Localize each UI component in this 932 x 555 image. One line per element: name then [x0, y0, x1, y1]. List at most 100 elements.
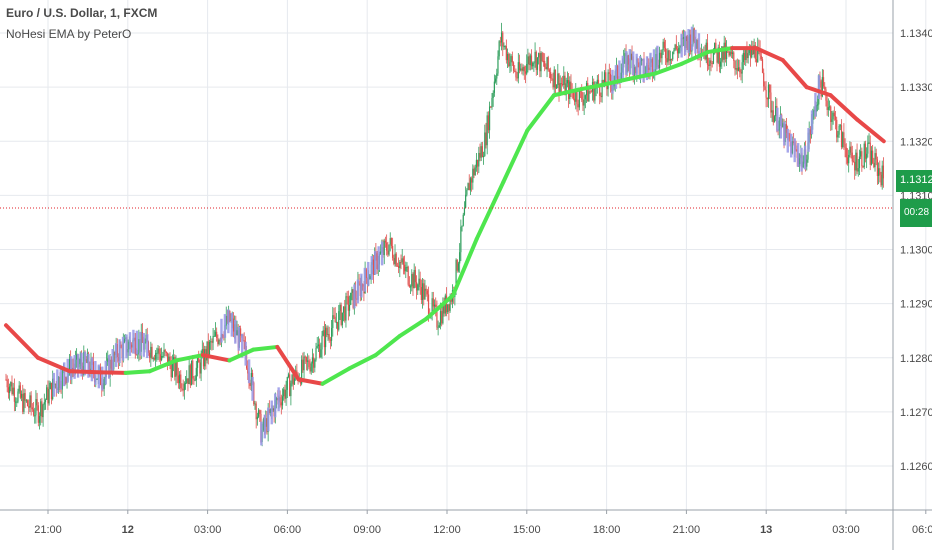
ema-segment: [123, 369, 152, 375]
neutral-bar: [796, 143, 800, 167]
candle-body: [310, 363, 312, 372]
candle-body: [833, 112, 835, 117]
candle-body: [557, 73, 559, 85]
candle-body: [380, 251, 382, 254]
candle-body: [856, 152, 858, 172]
time-tick-label: 03:00: [194, 524, 222, 536]
candle-body: [165, 351, 167, 353]
price-tick-label: 1.13200: [900, 136, 932, 148]
candle-body: [869, 142, 871, 165]
candle-body: [494, 78, 497, 82]
candle-body: [187, 378, 189, 384]
candle-body: [588, 91, 590, 102]
candle-body: [6, 379, 8, 388]
candle-body: [733, 52, 735, 61]
candle-body: [198, 357, 200, 363]
candle-body: [483, 155, 485, 158]
candle-body: [20, 393, 23, 398]
neutral-bar: [277, 387, 280, 412]
candle-body: [18, 385, 20, 392]
candle-body: [166, 352, 169, 366]
neutral-bar: [380, 241, 384, 266]
candle-body: [846, 157, 849, 164]
neutral-bar: [101, 366, 104, 391]
candle-body: [372, 259, 375, 275]
candle-body: [743, 52, 746, 61]
candle-body: [411, 274, 413, 287]
ema-segment: [828, 93, 860, 122]
candle-body: [504, 46, 506, 48]
neutral-bar: [234, 319, 237, 344]
candle-body: [10, 382, 12, 387]
candle-body: [236, 330, 238, 336]
candle-body: [607, 72, 609, 90]
candle-body: [243, 340, 245, 342]
candle-body: [316, 346, 318, 348]
candle-body: [544, 60, 546, 68]
candle-body: [326, 327, 328, 335]
candle-body: [16, 401, 18, 403]
candle-body: [37, 405, 39, 423]
candle-body: [590, 91, 592, 93]
neutral-bar: [273, 393, 277, 418]
candle-body: [232, 318, 235, 332]
candle-body: [286, 377, 288, 390]
candle-body: [669, 58, 671, 61]
candle-body: [710, 60, 712, 63]
candle-body: [395, 253, 397, 266]
candle-body: [538, 53, 540, 58]
candle-body: [321, 335, 323, 350]
candle-body: [461, 225, 463, 227]
candle-body: [68, 359, 71, 372]
candle-body: [249, 382, 251, 386]
candle-body: [392, 245, 394, 258]
candle-body: [512, 62, 515, 71]
candle-body: [463, 207, 466, 215]
candle-body: [394, 253, 396, 264]
candle-body: [729, 51, 731, 56]
candle-body: [690, 34, 692, 52]
candle-body: [878, 168, 880, 176]
candle-body: [602, 79, 604, 84]
candle-body: [206, 341, 208, 361]
neutral-bar: [645, 56, 649, 81]
ema-segment: [450, 236, 479, 298]
price-tick-label: 1.13400: [900, 28, 932, 40]
candle-body: [186, 378, 188, 384]
candle-body: [572, 91, 574, 99]
candle-body: [79, 358, 81, 365]
neutral-bar: [241, 333, 244, 358]
candle-body: [433, 304, 436, 307]
candle-body: [348, 304, 351, 311]
candle-body: [369, 276, 371, 280]
neutral-bar: [652, 49, 656, 74]
candle-body: [599, 86, 601, 97]
candle-body: [174, 357, 176, 377]
symbol-title[interactable]: Euro / U.S. Dollar, 1, FXCM: [6, 6, 158, 20]
candle-body: [740, 72, 742, 74]
candle-body: [832, 112, 834, 120]
candle-body: [518, 62, 521, 71]
candle-body: [480, 146, 482, 158]
candle-body: [303, 356, 305, 371]
indicator-name[interactable]: NoHesi EMA by PeterO: [6, 27, 132, 41]
ema-segment: [602, 77, 631, 87]
candle-body: [773, 116, 776, 123]
candle-body: [184, 383, 187, 385]
neutral-bar: [360, 273, 363, 298]
candle-body: [110, 359, 112, 369]
candle-body: [601, 79, 603, 98]
candle-body: [400, 262, 402, 264]
neutral-bar: [790, 133, 793, 158]
chart-legend[interactable]: Euro / U.S. Dollar, 1, FXCM NoHesi EMA b…: [6, 3, 157, 44]
candle-body: [419, 278, 421, 288]
time-tick-label: 03:00: [832, 524, 860, 536]
neutral-bar: [638, 56, 642, 80]
candle-body: [564, 75, 566, 95]
candle-body: [315, 347, 317, 360]
candle-body: [390, 238, 393, 246]
candle-body: [741, 62, 743, 74]
